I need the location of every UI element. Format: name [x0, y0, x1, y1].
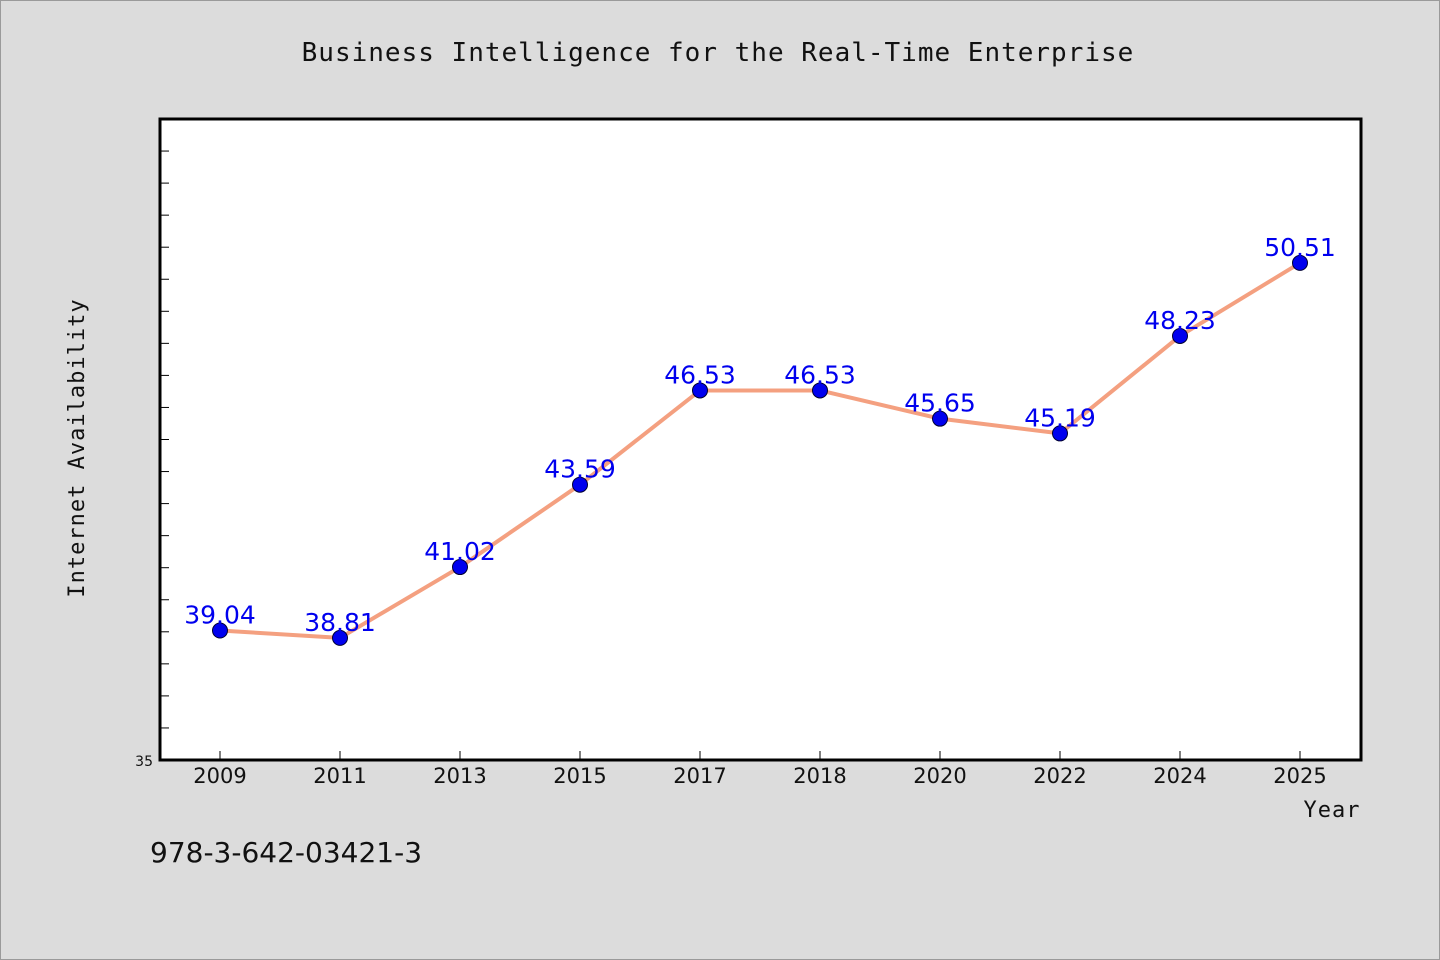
data-labels: 39.04 38.81 41.02 43.59 46.53 46.53 45.65 45.19…	[184, 233, 1336, 637]
data-label: 41.02	[424, 537, 496, 566]
data-label: 45.19	[1024, 403, 1096, 432]
x-axis-label: Year	[1304, 798, 1361, 823]
data-point	[1292, 254, 1308, 271]
data-point	[212, 622, 228, 639]
data-label: 45.65	[904, 389, 976, 418]
data-point	[932, 410, 948, 427]
y-axis-label: Internet Availability	[65, 298, 90, 597]
data-point	[332, 629, 348, 646]
x-tick-label: 2025	[1273, 764, 1326, 788]
data-label: 38.81	[304, 608, 376, 637]
data-label: 46.53	[664, 360, 736, 389]
x-axis-ticks: 2009 2011 2013 2015 2017 2018 2020 2022 2024 2025	[193, 751, 1327, 788]
series-line	[218, 260, 1302, 640]
x-tick-label: 2017	[673, 764, 726, 788]
x-tick-label: 2009	[193, 764, 246, 788]
data-point	[572, 476, 588, 493]
y-tick-label: 35	[135, 754, 153, 770]
data-label: 46.53	[784, 360, 856, 389]
isbn-text: 978-3-642-03421-3	[150, 836, 422, 869]
data-point	[812, 382, 828, 399]
data-point	[452, 559, 468, 576]
x-tick-label: 2022	[1033, 764, 1086, 788]
y-axis-ticks	[160, 150, 169, 729]
x-tick-label: 2011	[313, 764, 366, 788]
x-tick-label: 2013	[433, 764, 486, 788]
x-tick-label: 2020	[913, 764, 966, 788]
data-point	[692, 382, 708, 399]
plot-area	[158, 117, 1363, 762]
data-label: 48.23	[1144, 306, 1216, 335]
data-label: 39.04	[184, 601, 256, 630]
data-markers	[212, 254, 1308, 646]
data-label: 43.59	[544, 455, 616, 484]
x-tick-label: 2018	[793, 764, 846, 788]
data-point	[1052, 425, 1068, 442]
chart-title: Business Intelligence for the Real-Time …	[302, 38, 1135, 68]
data-label: 50.51	[1264, 233, 1336, 262]
x-tick-label: 2015	[553, 764, 606, 788]
x-tick-label: 2024	[1153, 764, 1206, 788]
data-point	[1172, 327, 1188, 344]
